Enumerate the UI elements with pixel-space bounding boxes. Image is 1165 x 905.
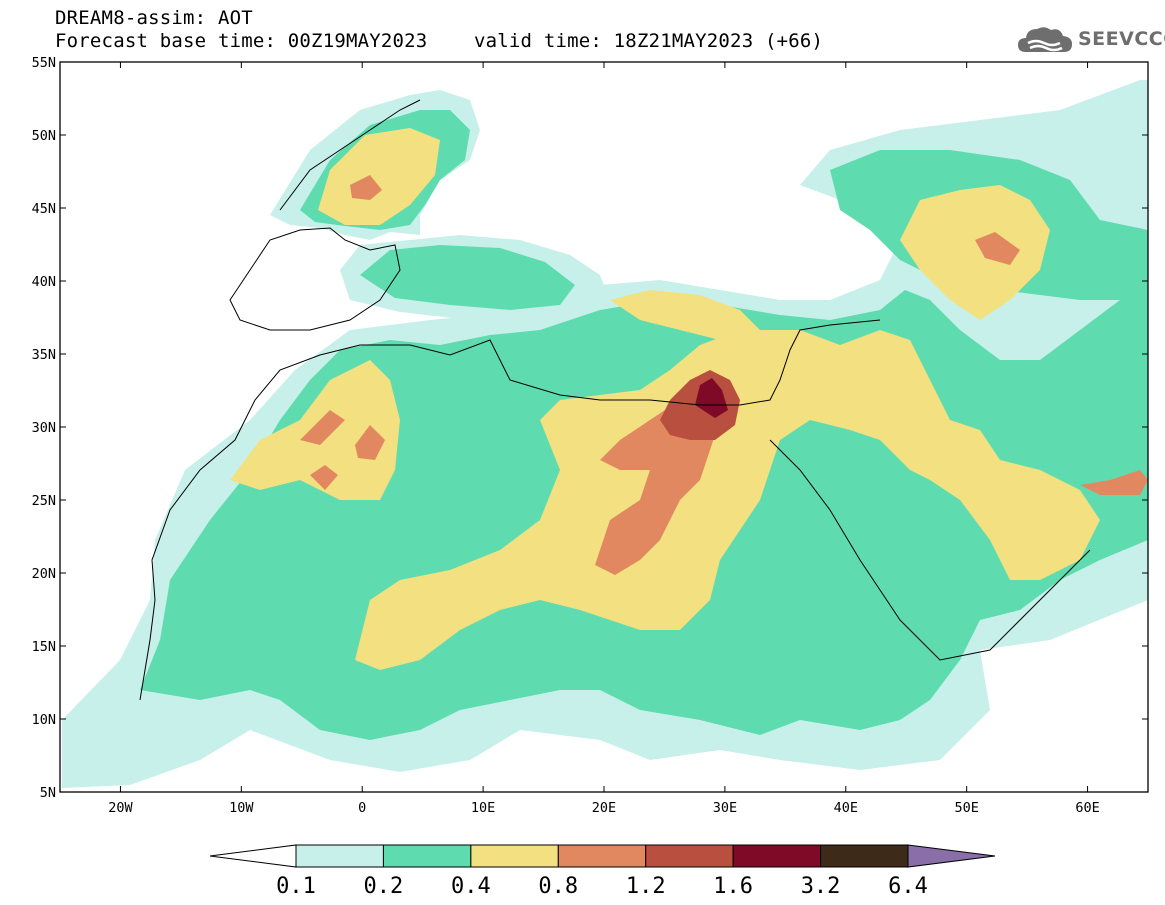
aot-level-1.6 — [695, 378, 728, 418]
colorbar-label: 3.2 — [801, 874, 841, 899]
lat-label: 45N — [32, 201, 56, 217]
aot-level-0.8-france — [350, 175, 382, 200]
colorbar-label: 1.2 — [626, 874, 666, 899]
colorbar-box — [470, 844, 559, 868]
lat-label: 25N — [32, 493, 56, 509]
lon-label: 60E — [1075, 800, 1099, 816]
cloud-icon — [1018, 27, 1072, 52]
lat-label: 30N — [32, 420, 56, 436]
lon-label: 50E — [954, 800, 978, 816]
aot-field — [62, 80, 1148, 788]
forecast-time-subtitle: Forecast base time: 00Z19MAY2023 valid t… — [55, 30, 824, 52]
colorbar-label: 0.2 — [364, 874, 404, 899]
colorbar-box — [295, 844, 384, 868]
lon-label: 10E — [471, 800, 495, 816]
colorbar: 0.1 0.2 0.4 0.8 1.2 1.6 3.2 6.4 — [209, 844, 996, 899]
latitude-axis: 55N 50N 45N 40N 35N 30N 25N 20N 15N 10N 5N — [32, 55, 1148, 801]
lat-label: 50N — [32, 128, 56, 144]
lon-label: 30E — [713, 800, 737, 816]
colorbar-box — [557, 844, 647, 868]
aot-level-0.8-morocco — [300, 410, 385, 490]
coastlines — [139, 99, 1091, 701]
colorbar-box — [820, 844, 909, 868]
lat-label: 15N — [32, 639, 56, 655]
lat-label: 5N — [40, 785, 56, 801]
colorbar-box — [382, 844, 472, 868]
longitude-axis: 20W 10W 0 10E 20E 30E 40E 50E 60E — [108, 62, 1100, 816]
lon-label: 0 — [358, 800, 366, 816]
colorbar-label: 0.8 — [538, 874, 578, 899]
aot-level-0.4-france — [318, 128, 440, 225]
lat-label: 55N — [32, 55, 56, 71]
logo-text: SEEVCCC — [1078, 28, 1165, 50]
aot-level-0.8-gulf — [1080, 470, 1148, 495]
lon-label: 20W — [108, 800, 133, 816]
aot-level-0.4-aegean — [610, 290, 760, 340]
colorbar-box — [645, 844, 734, 868]
lon-label: 10W — [229, 800, 254, 816]
lat-label: 20N — [32, 566, 56, 582]
colorbar-lower-triangle — [209, 844, 297, 868]
colorbar-label: 6.4 — [888, 874, 928, 899]
aot-level-0.8 — [595, 400, 720, 575]
aot-level-0.2-med — [360, 245, 575, 310]
colorbar-label: 0.1 — [276, 874, 316, 899]
lat-label: 40N — [32, 274, 56, 290]
lat-label: 10N — [32, 712, 56, 728]
seevccc-logo: SEEVCCC — [1016, 22, 1165, 56]
lon-label: 40E — [834, 800, 858, 816]
lon-label: 20E — [592, 800, 616, 816]
aot-level-0.8-caspian — [975, 232, 1020, 265]
lat-label: 35N — [32, 347, 56, 363]
colorbar-label: 1.6 — [713, 874, 753, 899]
aot-level-0.4-caspian — [900, 185, 1050, 320]
aot-level-0.4 — [355, 330, 1100, 670]
colorbar-label: 0.4 — [451, 874, 491, 899]
colorbar-box — [732, 844, 822, 868]
colorbar-upper-triangle — [907, 844, 996, 868]
map-title: DREAM8-assim: AOT — [55, 7, 253, 29]
